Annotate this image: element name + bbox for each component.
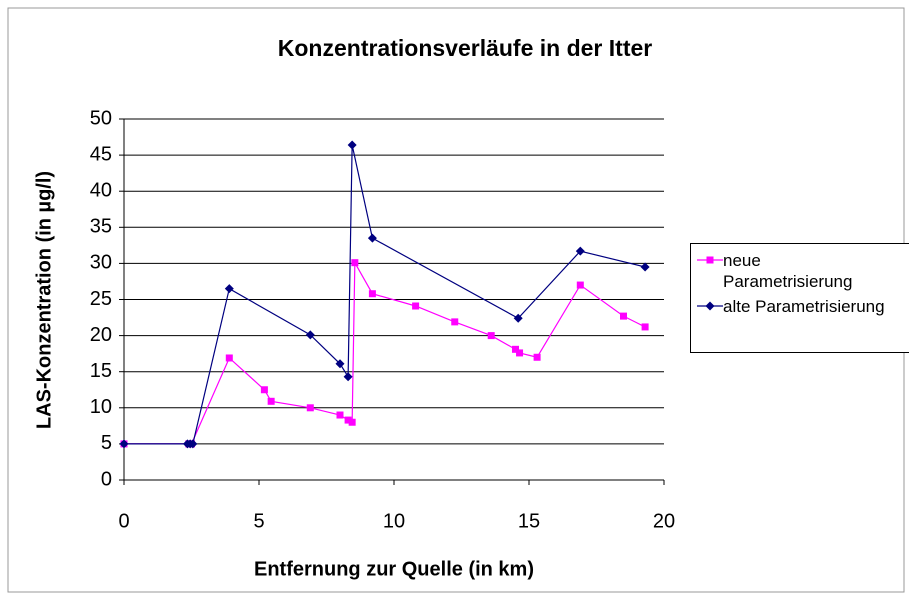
point xyxy=(351,259,359,267)
legend-item: neue Parametrisierung xyxy=(697,250,909,292)
y-tick-label: 25 xyxy=(90,288,112,310)
point xyxy=(348,418,356,426)
point xyxy=(347,140,357,150)
x-tick-label: 5 xyxy=(253,510,264,532)
y-tick-label: 40 xyxy=(90,179,112,201)
point xyxy=(576,281,584,289)
point xyxy=(368,290,376,298)
y-tick-label: 5 xyxy=(101,432,112,454)
point xyxy=(705,301,715,311)
point xyxy=(305,330,315,340)
point xyxy=(487,332,495,340)
point xyxy=(641,323,649,331)
y-tick-label: 45 xyxy=(90,143,112,165)
y-tick-label: 35 xyxy=(90,216,112,238)
point xyxy=(267,397,275,405)
point xyxy=(620,312,627,320)
legend-swatch xyxy=(697,301,723,311)
y-axis-label: LAS-Konzentration (in µg/l) xyxy=(33,171,55,429)
point xyxy=(306,404,314,412)
legend-label: alte Parametrisierung xyxy=(723,297,885,316)
point xyxy=(451,318,459,326)
x-tick-label: 10 xyxy=(383,510,405,532)
legend-swatch xyxy=(697,256,723,264)
point xyxy=(533,353,541,361)
legend-label: neue Parametrisierung xyxy=(723,251,853,291)
point xyxy=(343,372,353,382)
x-axis-label: Entfernung zur Quelle (in km) xyxy=(254,558,534,580)
y-tick-label: 0 xyxy=(101,468,112,490)
point xyxy=(225,354,233,362)
x-tick-label: 20 xyxy=(653,510,675,532)
point xyxy=(412,302,420,310)
point xyxy=(513,313,523,323)
point xyxy=(640,262,650,272)
point xyxy=(512,345,519,353)
point xyxy=(335,359,345,369)
point xyxy=(260,386,268,394)
x-tick-label: 0 xyxy=(118,510,129,532)
chart-title: Konzentrationsverläufe in der Itter xyxy=(278,35,653,61)
x-tick-label: 15 xyxy=(518,510,540,532)
legend-item: alte Parametrisierung xyxy=(697,296,909,317)
legend: neue Parametrisierung alte Parametrisieru… xyxy=(690,243,909,353)
point xyxy=(516,349,524,357)
y-tick-label: 20 xyxy=(90,324,112,346)
point xyxy=(367,233,377,243)
point xyxy=(119,439,129,449)
y-tick-label: 15 xyxy=(90,360,112,382)
point xyxy=(344,416,352,424)
point xyxy=(336,411,344,419)
y-tick-label: 10 xyxy=(90,396,112,418)
y-tick-label: 50 xyxy=(90,107,112,129)
point xyxy=(188,439,198,449)
point xyxy=(575,246,585,256)
point xyxy=(706,256,714,264)
y-tick-label: 30 xyxy=(90,252,112,274)
point xyxy=(224,284,234,294)
